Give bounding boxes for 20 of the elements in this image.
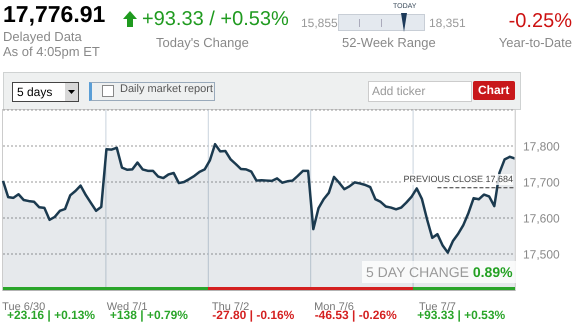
text: +93.33 / +0.53% <box>142 8 289 31</box>
text: 17,776.91 <box>3 1 106 28</box>
text: Today's Change <box>156 35 249 50</box>
y-tick-label: 17,800 <box>523 139 560 154</box>
text: Add ticker <box>372 84 426 98</box>
text: 52-Week Range <box>342 35 436 50</box>
annotation: 5 DAY CHANGE 0.89% <box>366 264 513 280</box>
y-tick-label: 17,700 <box>523 175 560 190</box>
y-tick-label: 17,600 <box>523 211 560 226</box>
text: 15,855 <box>301 16 338 30</box>
text: 5 days <box>17 85 52 99</box>
y-tick-label: 17,500 <box>523 247 560 262</box>
text: Year-to-Date <box>498 35 572 50</box>
text: Chart <box>478 83 510 97</box>
text: 18,351 <box>429 16 466 30</box>
text: Daily market report <box>120 83 213 95</box>
text: As of 4:05pm ET <box>3 44 100 59</box>
text: Delayed Data <box>3 29 82 44</box>
ref-line-label: PREVIOUS CLOSE 17,684 <box>403 174 513 185</box>
text: -0.25% <box>508 10 572 33</box>
